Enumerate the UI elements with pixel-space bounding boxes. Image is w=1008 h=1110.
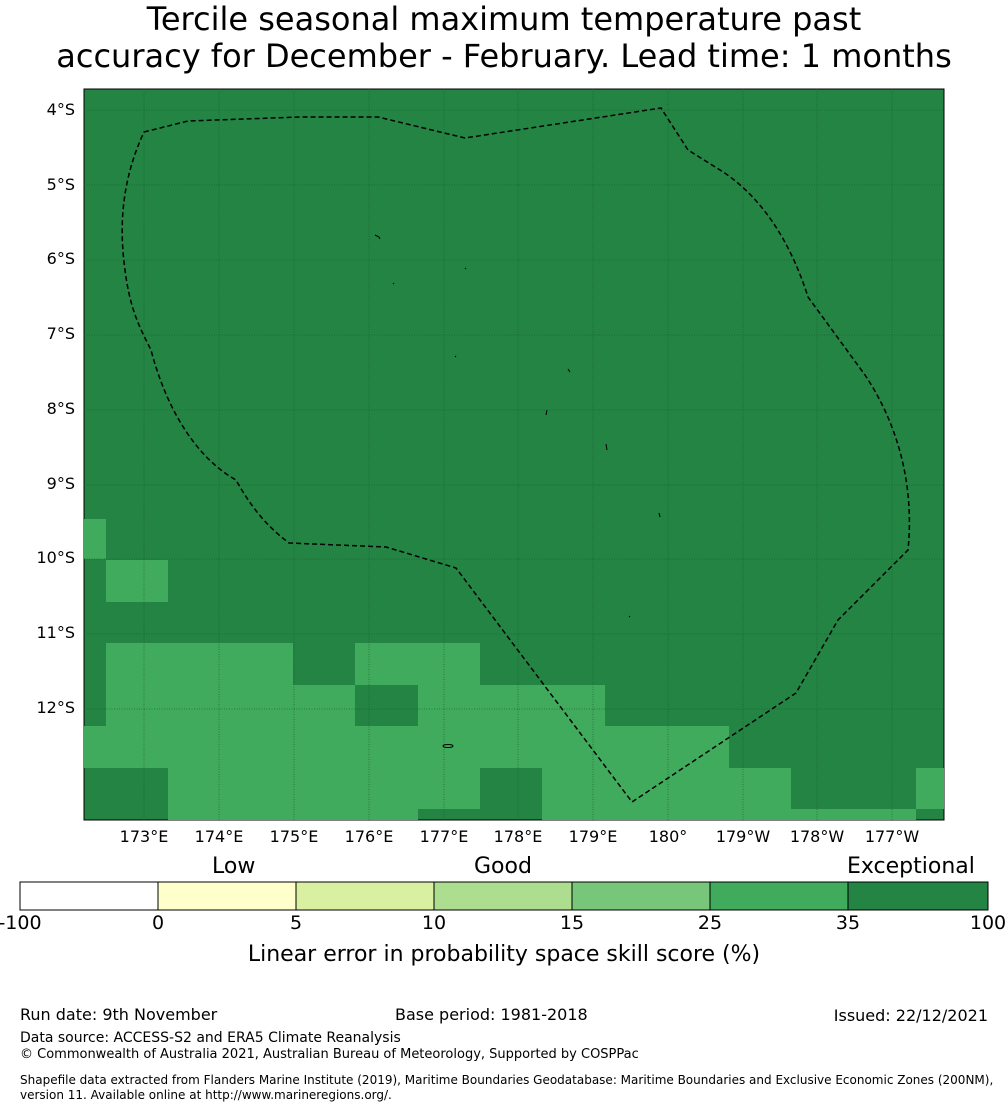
skill-cell bbox=[84, 726, 729, 768]
colorbar-segment bbox=[295, 881, 435, 911]
lon-label: 178°W bbox=[789, 827, 845, 846]
colorbar-tick: 0 bbox=[151, 912, 165, 934]
colorbar-tick: 100 bbox=[969, 912, 1007, 934]
lat-label: 5°S bbox=[46, 175, 75, 194]
lon-label: 173°E bbox=[119, 827, 169, 846]
eez-boundary bbox=[121, 107, 911, 804]
island-shape bbox=[392, 282, 395, 285]
colorbar-tick: 15 bbox=[559, 912, 585, 934]
skill-cells-25-35 bbox=[84, 519, 944, 820]
skill-cell bbox=[542, 768, 791, 820]
skill-cell bbox=[355, 643, 480, 685]
lon-label: 177°E bbox=[419, 827, 469, 846]
category-exceptional-label: Exceptional bbox=[847, 854, 975, 879]
skill-cell bbox=[168, 809, 418, 820]
colorbar bbox=[19, 881, 989, 911]
colorbar-tick: 25 bbox=[697, 912, 723, 934]
island-shape bbox=[658, 512, 661, 518]
colorbar-tick: 5 bbox=[289, 912, 303, 934]
lon-label: 177°W bbox=[864, 827, 920, 846]
skill-cell bbox=[168, 768, 480, 809]
island-shape bbox=[545, 409, 548, 416]
title-line-1: Tercile seasonal maximum temperature pas… bbox=[146, 0, 862, 38]
colorbar-tick: 10 bbox=[421, 912, 447, 934]
lat-label: 11°S bbox=[36, 623, 75, 642]
issued-date: Issued: 22/12/2021 bbox=[833, 1006, 988, 1025]
lon-label: 180° bbox=[648, 827, 688, 846]
run-date: Run date: 9th November bbox=[20, 1005, 218, 1024]
data-source: Data source: ACCESS-S2 and ERA5 Climate … bbox=[20, 1030, 401, 1046]
category-good-label: Good bbox=[474, 854, 532, 879]
colorbar-tick: 35 bbox=[835, 912, 861, 934]
skill-cell bbox=[293, 685, 355, 726]
lat-label: 4°S bbox=[46, 100, 75, 119]
lon-label: 174°E bbox=[194, 827, 244, 846]
colorbar-segment bbox=[709, 881, 849, 911]
colorbar-tick: -100 bbox=[0, 912, 42, 934]
skill-cell bbox=[418, 685, 605, 726]
skill-cell bbox=[791, 809, 916, 820]
lon-label: 176°E bbox=[344, 827, 394, 846]
category-low-label: Low bbox=[212, 854, 256, 879]
lat-label: 6°S bbox=[46, 249, 75, 268]
island-shape bbox=[628, 615, 631, 618]
skill-cell bbox=[106, 643, 293, 726]
colorbar-segment bbox=[157, 881, 297, 911]
shapefile-credit-line-2: version 11. Available online at http://w… bbox=[20, 1088, 392, 1102]
colorbar-segment bbox=[847, 881, 989, 911]
island-shape bbox=[442, 744, 454, 748]
base-period: Base period: 1981-2018 bbox=[395, 1005, 588, 1024]
colorbar-segment bbox=[433, 881, 573, 911]
lat-label: 10°S bbox=[36, 548, 75, 567]
skill-cell bbox=[106, 560, 168, 602]
colorbar-segment bbox=[571, 881, 711, 911]
skill-cell bbox=[84, 519, 106, 559]
skill-cell bbox=[916, 768, 944, 809]
lon-label: 179°W bbox=[715, 827, 771, 846]
island-shape bbox=[454, 355, 457, 358]
colorbar-segment bbox=[19, 881, 159, 911]
shapefile-credit-line-1: Shapefile data extracted from Flanders M… bbox=[20, 1073, 994, 1087]
lat-label: 12°S bbox=[36, 698, 75, 717]
island-shape bbox=[374, 234, 381, 240]
lat-label: 7°S bbox=[46, 324, 75, 343]
colorbar-title: Linear error in probability space skill … bbox=[247, 942, 761, 967]
lon-label: 175°E bbox=[269, 827, 319, 846]
copyright: © Commonwealth of Australia 2021, Austra… bbox=[20, 1047, 639, 1062]
title-line-2: accuracy for December - February. Lead t… bbox=[56, 37, 952, 75]
lon-label: 178°E bbox=[493, 827, 543, 846]
island-shape bbox=[605, 443, 608, 451]
lat-label: 9°S bbox=[46, 474, 75, 493]
island-shape bbox=[567, 368, 571, 373]
lon-label: 179°E bbox=[568, 827, 618, 846]
island-shape bbox=[464, 267, 467, 270]
island-outlines bbox=[374, 234, 661, 748]
lat-label: 8°S bbox=[46, 399, 75, 418]
map-grid bbox=[84, 89, 944, 820]
